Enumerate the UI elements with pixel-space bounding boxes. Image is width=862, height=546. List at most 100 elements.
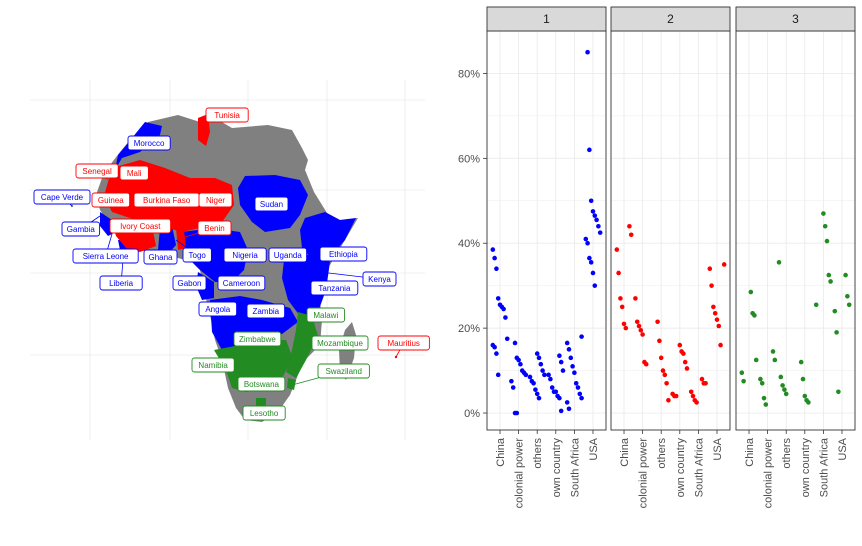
map-label-text: Nigeria bbox=[232, 251, 258, 260]
map-label-box: Gambia bbox=[61, 221, 101, 237]
data-point bbox=[664, 381, 669, 386]
map-label-text: Malawi bbox=[313, 311, 338, 320]
data-point bbox=[776, 260, 782, 265]
data-point bbox=[623, 325, 629, 331]
data-point bbox=[759, 381, 765, 386]
map-label-text: Cameroon bbox=[223, 279, 260, 288]
data-point bbox=[714, 317, 720, 322]
map-label-box: Angola bbox=[198, 301, 238, 317]
panel-background bbox=[736, 31, 855, 430]
map-label-frame bbox=[306, 307, 346, 323]
region-lesotho bbox=[256, 398, 266, 408]
map-label-box: Lesotho bbox=[242, 405, 286, 421]
map-label-frame bbox=[182, 247, 212, 263]
data-point bbox=[739, 370, 745, 375]
data-point bbox=[753, 357, 759, 363]
map-label-text: Mauritius bbox=[387, 339, 419, 348]
data-point bbox=[594, 217, 599, 223]
data-point bbox=[628, 232, 634, 238]
data-point bbox=[557, 395, 562, 401]
map-label-text: Botswana bbox=[244, 380, 280, 389]
data-point bbox=[780, 383, 785, 388]
map-label-text: Angola bbox=[205, 305, 230, 314]
x-tick-label: others bbox=[656, 438, 668, 469]
map-label-text: Benin bbox=[204, 224, 224, 233]
facet-strip bbox=[735, 6, 856, 32]
region-benin bbox=[176, 228, 186, 250]
x-tick-label: China bbox=[495, 437, 507, 467]
map-label-frame bbox=[198, 192, 233, 208]
data-point bbox=[558, 408, 564, 414]
data-point bbox=[802, 393, 808, 399]
map-label-box: Cape Verde bbox=[33, 189, 91, 205]
map-label-box: Tunisia bbox=[205, 107, 249, 123]
map-label-box: Mali bbox=[119, 165, 149, 181]
data-point bbox=[536, 395, 542, 401]
map-label-frame bbox=[172, 275, 207, 291]
data-point bbox=[748, 289, 754, 295]
data-point bbox=[514, 410, 520, 416]
map-regions bbox=[100, 114, 356, 408]
y-tick-label: 60% bbox=[458, 153, 480, 165]
data-point bbox=[826, 272, 832, 278]
map-label-text: Liberia bbox=[109, 279, 134, 288]
map-label-box: Swaziland bbox=[317, 363, 370, 379]
map-label-text: Tanzania bbox=[318, 284, 351, 293]
data-point bbox=[716, 323, 722, 329]
data-point bbox=[834, 330, 839, 335]
map-label-frame bbox=[237, 376, 286, 392]
map-label-text: Mali bbox=[127, 169, 142, 178]
region-swaziland bbox=[287, 378, 296, 390]
region-malawi-mozambique bbox=[286, 312, 318, 378]
data-point bbox=[699, 376, 705, 382]
data-point bbox=[518, 361, 523, 367]
data-point bbox=[618, 296, 623, 301]
map-label-frame bbox=[310, 280, 359, 296]
data-point bbox=[510, 385, 516, 390]
x-tick-label: South Africa bbox=[693, 437, 705, 497]
data-point bbox=[509, 378, 514, 384]
map-label-text: Ivory Coast bbox=[120, 222, 161, 231]
map-label-text: Burkina Faso bbox=[143, 196, 191, 205]
x-tick-label: colonial power bbox=[514, 438, 526, 509]
data-point bbox=[677, 342, 683, 348]
data-point bbox=[527, 374, 533, 380]
region-ethiopia bbox=[300, 212, 356, 262]
map-label-text: Tunisia bbox=[214, 111, 240, 120]
data-point bbox=[558, 359, 564, 365]
data-point bbox=[813, 302, 819, 308]
data-point bbox=[798, 359, 804, 365]
data-point bbox=[564, 340, 570, 346]
map-label-frame bbox=[91, 192, 131, 208]
data-point bbox=[662, 372, 668, 378]
map-label-text: Cape Verde bbox=[41, 193, 84, 202]
data-point bbox=[709, 283, 714, 288]
facet-strip-label: 1 bbox=[543, 12, 550, 26]
data-point bbox=[575, 385, 581, 390]
data-point bbox=[821, 211, 826, 216]
map-label-text: Sudan bbox=[260, 200, 283, 209]
data-point bbox=[616, 270, 621, 276]
data-point bbox=[548, 376, 553, 382]
data-point bbox=[741, 378, 746, 384]
data-point bbox=[721, 262, 727, 267]
map-label-box: Mozambique bbox=[311, 335, 369, 351]
data-point bbox=[828, 279, 833, 284]
map-label-text: Senegal bbox=[82, 167, 112, 176]
x-tick-label: colonial power bbox=[763, 438, 775, 509]
map-label-box: Ivory Coast bbox=[109, 218, 172, 234]
data-point bbox=[579, 334, 584, 339]
map-label-text: Kenya bbox=[368, 275, 391, 284]
map-label-text: Mozambique bbox=[317, 339, 363, 348]
data-point bbox=[619, 304, 625, 310]
data-point bbox=[590, 209, 596, 214]
map-label-text: Swaziland bbox=[325, 367, 361, 376]
map-label-frame bbox=[75, 163, 119, 179]
map-label-frame bbox=[143, 249, 178, 265]
data-point bbox=[718, 342, 723, 348]
data-point bbox=[627, 223, 632, 229]
map-label-text: Guinea bbox=[98, 196, 124, 205]
map-label-frame bbox=[198, 301, 238, 317]
